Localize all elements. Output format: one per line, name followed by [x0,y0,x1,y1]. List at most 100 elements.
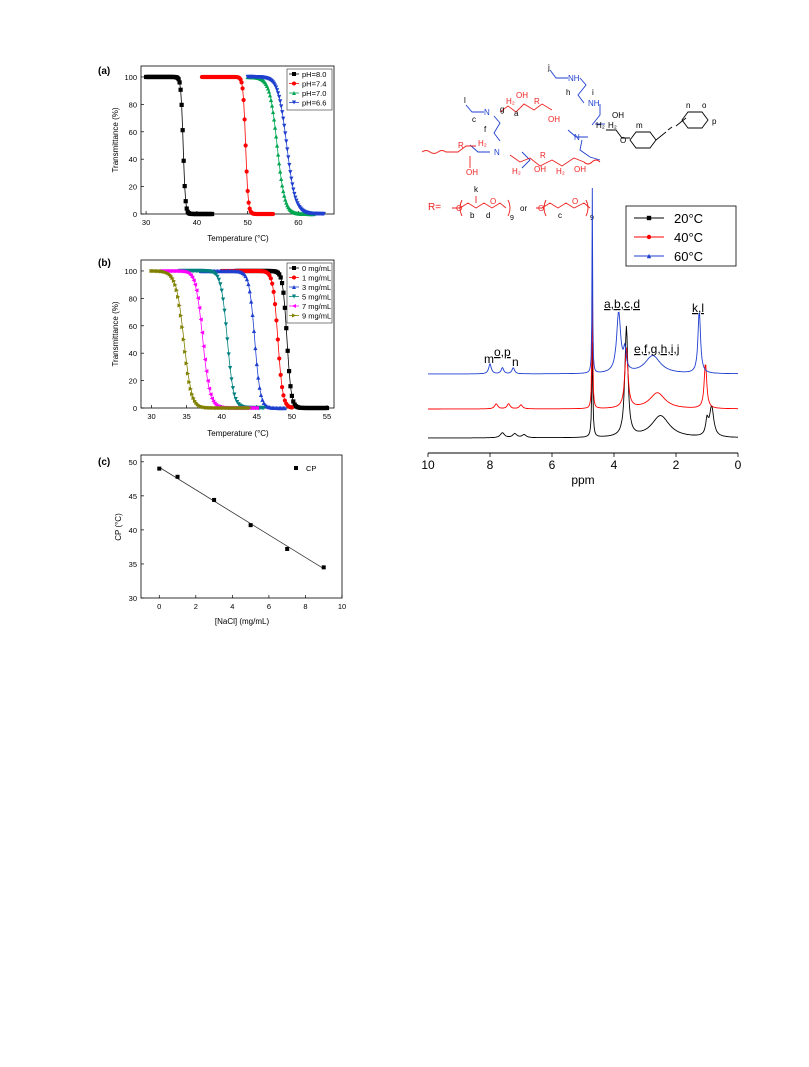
nmr-legend: 20°C 40°C 60°C [625,205,737,267]
x-tick-label: 8 [303,602,307,611]
atom-h: h [566,88,570,97]
data-point [210,211,215,217]
data-point [278,99,283,104]
data-point [280,110,285,115]
atom-g: g [500,105,504,114]
data-point [250,312,255,318]
panel-c-legend: CP [294,464,316,473]
data-point [201,344,206,349]
data-point [219,288,224,293]
y-tick-label: 80 [129,100,137,109]
data-point [244,169,249,174]
data-point [241,97,246,103]
legend-label: pH=8.0 [302,70,326,79]
data-point [282,405,287,411]
data-point [242,117,247,122]
data-point [272,125,278,130]
data-point [253,345,258,351]
data-point [275,143,280,148]
legend-marker [294,466,298,470]
x-tick-label: 35 [182,412,190,421]
data-point [247,289,252,294]
legend-label: 60°C [674,249,703,264]
atom-r-top: R [534,97,540,106]
data-point [293,195,298,200]
y-tick-label: 100 [124,267,137,276]
y-tick-label: 80 [129,294,137,303]
data-point [206,386,212,391]
data-point [225,337,230,342]
data-point [190,275,195,280]
data-point [181,337,186,342]
data-point [212,497,217,502]
data-point [221,297,226,302]
data-point [288,384,293,389]
panel-c-series [157,466,326,570]
data-point [243,273,248,279]
panel-b-series [149,268,330,411]
data-point [240,86,245,91]
data-point [209,396,214,401]
data-point [294,198,299,203]
legend-label: CP [306,464,316,473]
data-point [157,466,162,471]
atom-oh-a: OH [516,91,528,100]
panel-a-y-ticks: 0 20 40 60 80 100 [124,73,144,219]
data-point [283,197,288,202]
data-point [291,187,296,192]
data-point [173,282,178,287]
panel-a-ylabel: Transmittance (%) [111,107,120,172]
panel-c-frame [140,454,343,599]
atom-h2-c: H₂ [608,121,617,130]
data-point [192,398,198,404]
data-point [171,278,177,284]
data-point [188,273,193,278]
atom-nh-mid: NH [588,99,600,108]
data-point [286,369,292,374]
data-point [265,86,271,91]
data-point [190,392,195,397]
legend-label: 9 mg/mL [302,312,331,321]
panel-c-xlabel: [NaCl] (mg/mL) [215,617,270,626]
atom-h2-left: H₂ [478,139,487,148]
data-point [324,405,330,411]
panel-a: (a) 0 20 40 60 80 100 30 40 50 60 Transmittance … [98,65,335,243]
data-point [279,280,285,286]
y-tick-label: 20 [129,377,137,386]
data-point [275,337,280,342]
x-tick-label: 8 [487,458,494,472]
legend-label: 7 mg/mL [302,302,331,311]
y-tick-label: 60 [129,128,137,137]
atom-a: a [514,109,519,118]
x-tick-label: 60 [294,218,302,227]
data-point [192,282,198,287]
series-ph-7-4 [199,74,276,217]
atom-m: m [636,121,643,130]
data-point [223,322,229,327]
atom-n-right: N [574,133,580,142]
r-letter-b: b [470,211,475,220]
data-point [289,176,294,181]
structure-atom-labels: j NH h i NH l c N f g H₂ OH a R OH N H₂ … [458,63,717,177]
data-point [281,393,286,398]
data-point [267,93,273,98]
data-point [184,206,189,211]
series-line [201,76,274,215]
panel-c: (c) 30 35 40 45 50 0 2 4 6 8 10 CP (°C) [NaCl] (m… [98,454,346,626]
data-point [257,385,262,390]
data-point [222,308,227,313]
data-point [277,356,282,361]
atom-i: i [592,88,594,97]
r-o-2: O [490,197,496,206]
atom-o-letter: o [702,101,707,110]
data-point [232,392,237,397]
y-tick-label: 40 [129,526,137,535]
data-point [218,282,223,287]
atom-h2-center: H₂ [512,167,521,176]
data-point [243,143,248,148]
data-point [176,294,181,300]
data-point [274,85,279,90]
y-tick-label: 50 [129,458,137,467]
data-point [256,375,261,380]
peak-label-m: m [484,352,494,366]
